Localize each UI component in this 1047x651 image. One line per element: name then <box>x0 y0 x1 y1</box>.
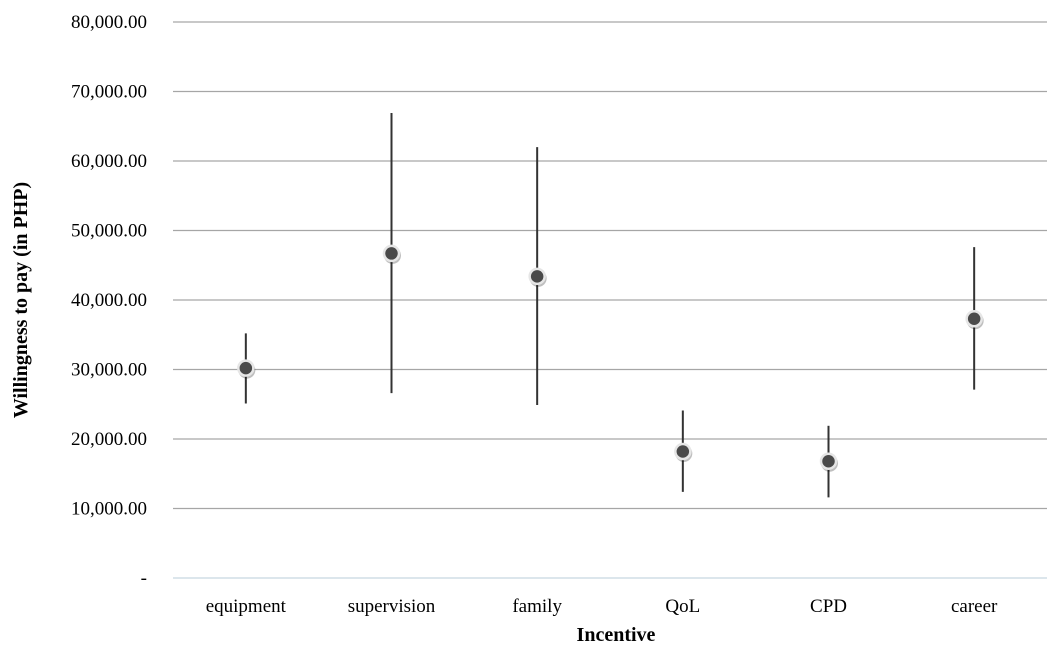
data-point <box>819 452 838 470</box>
y-tick-label: 40,000.00 <box>71 290 147 311</box>
x-tick-label: supervision <box>348 596 436 617</box>
data-point <box>382 244 401 263</box>
y-tick-label: 60,000.00 <box>71 151 147 172</box>
y-axis-ticks: - 10,000.00 20,000.00 30,000.00 40,000.00 50,… <box>71 12 147 589</box>
x-tick-label: CPD <box>810 596 847 617</box>
x-tick-label: QoL <box>665 596 700 617</box>
data-point <box>528 267 546 286</box>
gridlines <box>173 21 1047 579</box>
x-axis-title: Incentive <box>577 624 656 646</box>
data-point <box>965 310 983 328</box>
y-tick-label: 20,000.00 <box>71 429 147 450</box>
x-tick-label: career <box>951 596 998 617</box>
x-axis-ticks: equipment supervision family QoL CPD career <box>206 596 998 617</box>
y-tick-label: 30,000.00 <box>71 360 147 381</box>
y-tick-label: 70,000.00 <box>71 82 147 103</box>
x-tick-label: family <box>512 596 562 617</box>
data-points <box>237 244 984 472</box>
error-bars <box>244 113 976 498</box>
y-tick-label: - <box>141 568 147 589</box>
y-tick-label: 80,000.00 <box>71 12 147 33</box>
x-tick-label: equipment <box>206 596 287 617</box>
data-point <box>674 442 692 461</box>
y-tick-label: 10,000.00 <box>71 499 147 520</box>
y-axis-title: Willingness to pay (in PHP) <box>10 182 32 418</box>
y-tick-label: 50,000.00 <box>71 221 147 242</box>
data-point <box>237 359 255 377</box>
